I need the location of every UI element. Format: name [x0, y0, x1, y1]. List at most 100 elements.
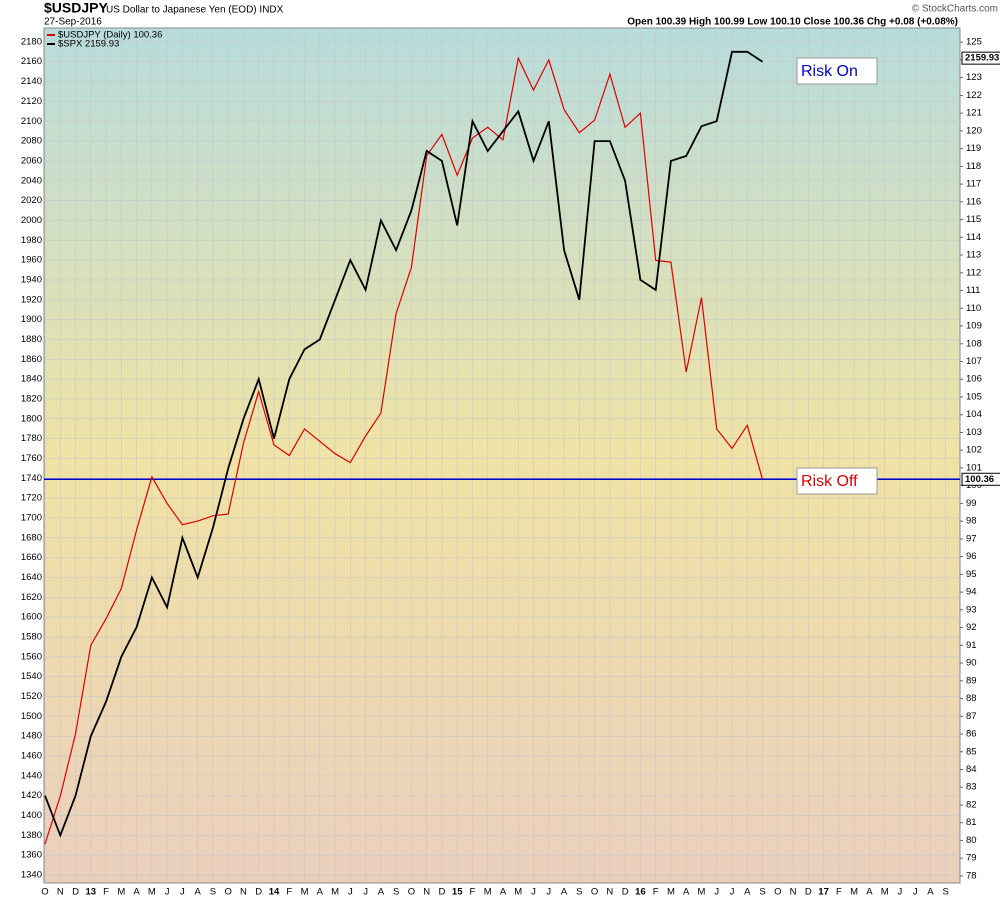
x-tick-label: A [194, 887, 201, 898]
x-tick-label: J [531, 887, 536, 898]
x-tick-label: O [225, 887, 232, 898]
x-tick-label: F [470, 887, 476, 898]
y2-tick-label: 125 [966, 37, 982, 48]
x-tick-label: 17 [818, 887, 829, 898]
x-tick-label: A [744, 887, 751, 898]
y2-tick-label: 83 [966, 782, 977, 793]
x-tick-label: S [210, 887, 216, 898]
x-tick-label: D [622, 887, 629, 898]
x-tick-label: M [301, 887, 309, 898]
y-tick-label: 1700 [21, 513, 42, 524]
y-tick-label: 1400 [21, 810, 42, 821]
subtitle: US Dollar to Japanese Yen (EOD) INDX [106, 5, 284, 16]
title: $USDJPY [44, 0, 108, 16]
y-tick-label: 2120 [21, 96, 42, 107]
y-tick-label: 1380 [21, 830, 42, 841]
y2-tick-label: 79 [966, 853, 977, 864]
y-tick-label: 1960 [21, 255, 42, 266]
x-tick-label: A [378, 887, 385, 898]
last-value-box [961, 51, 1000, 65]
x-tick-label: A [561, 887, 568, 898]
y-tick-label: 1940 [21, 274, 42, 285]
y2-tick-label: 113 [966, 250, 981, 261]
y2-tick-label: 93 [966, 604, 977, 615]
y2-tick-label: 87 [966, 711, 977, 722]
legend-label: $USDJPY (Daily) 100.36 [58, 30, 162, 41]
x-tick-label: S [393, 887, 399, 898]
quote: Open 100.39 High 100.99 Low 100.10 Close… [627, 17, 958, 28]
x-tick-label: O [774, 887, 781, 898]
x-tick-label: N [606, 887, 613, 898]
x-tick-label: J [165, 887, 170, 898]
x-tick-label: A [133, 887, 140, 898]
y-tick-label: 1420 [21, 790, 42, 801]
y-tick-label: 2160 [21, 56, 42, 67]
y2-tick-label: 102 [966, 445, 982, 456]
x-tick-label: D [438, 887, 445, 898]
x-tick-label: D [255, 887, 262, 898]
legend-label: $SPX 2159.93 [58, 39, 119, 50]
y2-tick-label: 84 [966, 764, 977, 775]
y-tick-label: 1520 [21, 691, 42, 702]
x-tick-label: J [180, 887, 185, 898]
x-tick-label: S [576, 887, 582, 898]
y-tick-label: 1920 [21, 294, 42, 305]
y-tick-label: 1600 [21, 612, 42, 623]
y2-tick-label: 98 [966, 516, 977, 527]
y2-tick-label: 108 [966, 338, 982, 349]
x-tick-label: F [286, 887, 292, 898]
y2-tick-label: 123 [966, 72, 982, 83]
y2-tick-label: 110 [966, 303, 981, 314]
x-tick-label: O [41, 887, 48, 898]
y2-tick-label: 119 [966, 143, 981, 154]
x-tick-label: M [117, 887, 125, 898]
y-tick-label: 1720 [21, 493, 42, 504]
y2-tick-label: 115 [966, 214, 981, 225]
y-tick-label: 1440 [21, 770, 42, 781]
y-tick-label: 1760 [21, 453, 42, 464]
credit: © StockCharts.com [912, 4, 998, 15]
x-tick-label: M [514, 887, 522, 898]
y2-tick-label: 81 [966, 817, 977, 828]
y2-tick-label: 97 [966, 533, 977, 544]
y2-tick-label: 104 [966, 409, 982, 420]
x-tick-label: M [850, 887, 858, 898]
y-tick-label: 1460 [21, 751, 42, 762]
x-tick-label: M [698, 887, 706, 898]
y2-tick-label: 122 [966, 90, 982, 101]
x-tick-label: A [866, 887, 873, 898]
y2-tick-label: 120 [966, 125, 982, 136]
x-tick-label: D [72, 887, 79, 898]
annotation: Risk Off [801, 473, 858, 490]
y-tick-label: 1820 [21, 393, 42, 404]
y-tick-label: 2140 [21, 76, 42, 87]
series-line [44, 56, 764, 845]
y-tick-label: 1860 [21, 354, 42, 365]
x-tick-label: J [730, 887, 735, 898]
x-tick-label: A [927, 887, 934, 898]
x-tick-label: S [759, 887, 765, 898]
y-tick-label: 1640 [21, 572, 42, 583]
x-tick-label: 13 [86, 887, 97, 898]
y2-tick-label: 103 [966, 427, 982, 438]
y-tick-label: 2000 [21, 215, 42, 226]
annotation-box [796, 467, 878, 495]
x-tick-label: 15 [452, 887, 463, 898]
x-tick-label: 14 [269, 887, 280, 898]
annotation: Risk On [801, 63, 858, 80]
x-tick-label: J [363, 887, 368, 898]
y-tick-label: 2100 [21, 116, 42, 127]
x-tick-label: J [546, 887, 551, 898]
y-tick-label: 2180 [21, 36, 42, 47]
x-tick-label: J [714, 887, 719, 898]
y2-tick-label: 112 [966, 267, 981, 278]
y2-tick-label: 114 [966, 232, 981, 243]
y2-tick-label: 86 [966, 729, 977, 740]
x-tick-label: A [317, 887, 324, 898]
x-tick-label: F [653, 887, 659, 898]
y2-tick-label: 82 [966, 799, 977, 810]
y-tick-label: 1580 [21, 632, 42, 643]
y2-tick-label: 121 [966, 108, 982, 119]
y2-tick-label: 118 [966, 161, 981, 172]
